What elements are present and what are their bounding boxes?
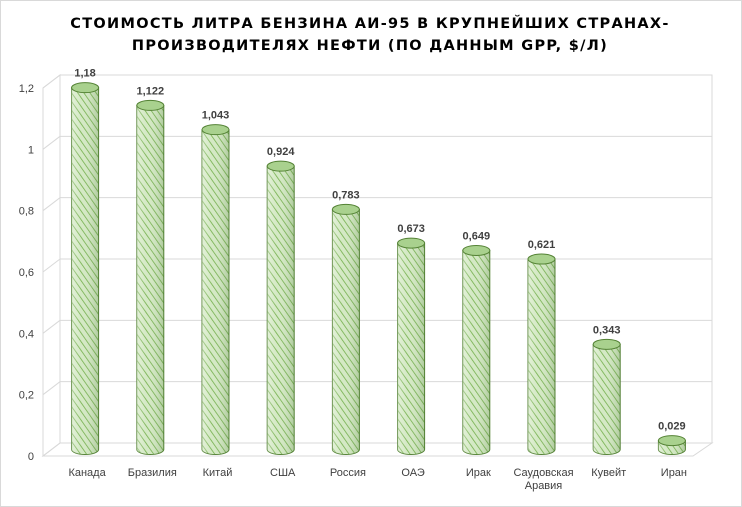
bar-top (71, 82, 100, 94)
bar-top (657, 435, 686, 447)
bar-top (397, 237, 426, 249)
bar: 0,343 (592, 324, 621, 455)
y-tick-label: 0,8 (19, 206, 34, 218)
gridline-side (42, 381, 61, 396)
data-label: 0,029 (658, 421, 686, 433)
data-label: 1,122 (137, 85, 165, 97)
bar: 1,122 (136, 85, 165, 455)
gridline-side (42, 319, 61, 334)
data-label: 0,673 (397, 223, 425, 235)
bar: 0,649 (462, 230, 491, 455)
y-tick-label: 1,2 (19, 83, 34, 95)
bars: 1,18 1,122 1,043 0,924 0,783 0,673 0,649 0,621 0… (71, 68, 686, 455)
x-tick-label: Иран (661, 467, 687, 479)
x-tick-label: Кувейт (591, 467, 626, 479)
x-tick-label: Бразилия (128, 467, 177, 479)
x-tick-label: ОАЭ (401, 467, 424, 479)
gridline-side (42, 197, 61, 212)
y-axis: 0 0,2 0,4 0,6 0,8 1 1,2 (19, 83, 34, 463)
y-tick-label: 0,2 (19, 390, 34, 402)
x-tick-label: Китай (203, 467, 233, 479)
bar-top (527, 253, 556, 265)
bar: 0,783 (331, 189, 360, 455)
y-tick-label: 0,4 (19, 328, 34, 340)
bar-shading (71, 87, 99, 455)
x-tick-label: Ирак (466, 467, 491, 479)
chart-title-line-1: СТОИМОСТЬ ЛИТРА БЕНЗИНА АИ-95 В КРУПНЕЙШ… (70, 16, 670, 32)
chart-title-line-2: ПРОИЗВОДИТЕЛЯХ НЕФТИ (ПО ДАННЫМ GPP, $/Л… (131, 38, 609, 54)
bar-top (331, 203, 360, 215)
gridline-side (42, 74, 61, 89)
bar-shading (267, 166, 295, 455)
x-tick-label: Саудовская (513, 467, 573, 479)
x-tick-label: США (270, 467, 296, 479)
y-tick-label: 1 (28, 144, 34, 156)
bar-top (136, 99, 165, 111)
bar-shading (528, 259, 555, 455)
chart-title: СТОИМОСТЬ ЛИТРА БЕНЗИНА АИ-95 В КРУПНЕЙШ… (60, 13, 680, 57)
gridline-side (42, 258, 61, 273)
bar: 0,673 (397, 223, 426, 455)
data-label: 0,783 (332, 189, 360, 201)
bar: 0,924 (266, 146, 295, 455)
data-label: 0,621 (528, 239, 556, 251)
gridline-side (42, 442, 61, 457)
bar-shading (202, 129, 229, 455)
bar-top (201, 124, 230, 136)
bar: 1,043 (201, 110, 230, 455)
bar-shading (332, 209, 360, 455)
bar-shading (593, 344, 621, 455)
x-tick-label: Россия (330, 467, 366, 479)
bar-shading (462, 250, 490, 455)
x-tick-label: Канада (68, 467, 106, 479)
gridline-side (42, 135, 61, 150)
data-label: 0,343 (593, 324, 621, 336)
y-tick-label: 0 (28, 451, 34, 463)
bar: 0,621 (527, 239, 556, 455)
bar: 1,18 (71, 68, 100, 455)
bar-top (592, 338, 621, 350)
bar-top (462, 244, 491, 256)
bar: 0,029 (657, 421, 686, 455)
data-label: 0,649 (463, 230, 491, 242)
data-label: 1,18 (74, 68, 95, 80)
x-axis: Канада Бразилия Китай США Россия ОАЭ Ирак Саудо… (68, 467, 687, 492)
x-tick-label: Аравия (525, 480, 563, 492)
y-tick-label: 0,6 (19, 267, 34, 279)
bar-shading (397, 243, 425, 455)
data-label: 1,043 (202, 110, 230, 122)
bar-top (266, 160, 295, 172)
data-label: 0,924 (267, 146, 295, 158)
bar-shading (136, 105, 164, 455)
